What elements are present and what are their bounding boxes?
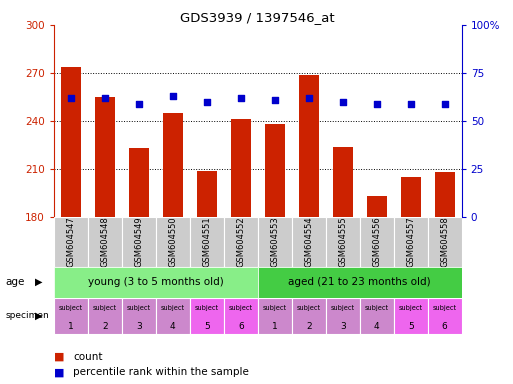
Text: subject: subject [195, 305, 219, 311]
Text: ▶: ▶ [35, 277, 43, 287]
Text: ■: ■ [54, 367, 64, 377]
Bar [332, 147, 353, 217]
Text: 6: 6 [442, 321, 447, 331]
Text: GSM604554: GSM604554 [304, 217, 313, 267]
Bar [299, 74, 319, 217]
Bar [196, 170, 217, 217]
Bar [61, 66, 81, 217]
Text: GSM604551: GSM604551 [202, 217, 211, 267]
Point [339, 99, 347, 105]
Text: subject: subject [127, 305, 151, 311]
Bar [156, 298, 190, 334]
Bar [258, 298, 292, 334]
Bar [224, 217, 258, 267]
Text: subject: subject [229, 305, 253, 311]
Text: 6: 6 [238, 321, 244, 331]
Bar [258, 267, 462, 298]
Text: subject: subject [263, 305, 287, 311]
Text: ▶: ▶ [35, 311, 43, 321]
Title: GDS3939 / 1397546_at: GDS3939 / 1397546_at [181, 11, 335, 24]
Text: subject: subject [432, 305, 457, 311]
Bar [393, 217, 428, 267]
Bar [122, 298, 156, 334]
Text: GSM604549: GSM604549 [134, 217, 143, 267]
Text: 4: 4 [170, 321, 175, 331]
Text: subject: subject [93, 305, 117, 311]
Point [271, 97, 279, 103]
Bar [88, 298, 122, 334]
Point [372, 101, 381, 107]
Bar [258, 217, 292, 267]
Text: GSM604557: GSM604557 [406, 217, 415, 267]
Bar [265, 124, 285, 217]
Text: percentile rank within the sample: percentile rank within the sample [73, 367, 249, 377]
Bar [435, 172, 455, 217]
Text: age: age [5, 277, 25, 287]
Text: GSM604550: GSM604550 [168, 217, 177, 267]
Text: subject: subject [297, 305, 321, 311]
Bar [326, 217, 360, 267]
Text: specimen: specimen [5, 311, 49, 320]
Text: GSM604555: GSM604555 [338, 217, 347, 267]
Text: 4: 4 [374, 321, 380, 331]
Text: subject: subject [331, 305, 355, 311]
Point [305, 95, 313, 101]
Bar [54, 217, 88, 267]
Bar [393, 298, 428, 334]
Text: count: count [73, 352, 103, 362]
Text: subject: subject [59, 305, 83, 311]
Text: GSM604558: GSM604558 [440, 217, 449, 267]
Text: GSM604548: GSM604548 [101, 217, 109, 267]
Bar [224, 298, 258, 334]
Text: GSM604547: GSM604547 [66, 217, 75, 267]
Text: 5: 5 [408, 321, 413, 331]
Bar [129, 148, 149, 217]
Bar [88, 217, 122, 267]
Point [441, 101, 449, 107]
Bar [230, 119, 251, 217]
Text: aged (21 to 23 months old): aged (21 to 23 months old) [288, 277, 431, 287]
Bar [360, 217, 393, 267]
Bar [54, 267, 258, 298]
Text: subject: subject [365, 305, 389, 311]
Text: 1: 1 [68, 321, 74, 331]
Point [135, 101, 143, 107]
Bar [190, 298, 224, 334]
Point [236, 95, 245, 101]
Text: GSM604556: GSM604556 [372, 217, 381, 267]
Bar [428, 298, 462, 334]
Bar [428, 217, 462, 267]
Bar [326, 298, 360, 334]
Point [169, 93, 177, 99]
Text: young (3 to 5 months old): young (3 to 5 months old) [88, 277, 224, 287]
Text: subject: subject [399, 305, 423, 311]
Bar [156, 217, 190, 267]
Point [203, 99, 211, 105]
Point [67, 95, 75, 101]
Text: GSM604553: GSM604553 [270, 217, 279, 267]
Bar [94, 97, 115, 217]
Bar [401, 177, 421, 217]
Bar [122, 217, 156, 267]
Bar [366, 196, 387, 217]
Bar [292, 217, 326, 267]
Bar [292, 298, 326, 334]
Text: subject: subject [161, 305, 185, 311]
Text: GSM604552: GSM604552 [236, 217, 245, 267]
Text: 2: 2 [102, 321, 108, 331]
Point [407, 101, 415, 107]
Text: ■: ■ [54, 352, 64, 362]
Bar [190, 217, 224, 267]
Bar [54, 298, 88, 334]
Text: 2: 2 [306, 321, 311, 331]
Bar [360, 298, 393, 334]
Point [101, 95, 109, 101]
Text: 3: 3 [136, 321, 142, 331]
Text: 3: 3 [340, 321, 346, 331]
Text: 1: 1 [272, 321, 278, 331]
Bar [163, 113, 183, 217]
Text: 5: 5 [204, 321, 210, 331]
